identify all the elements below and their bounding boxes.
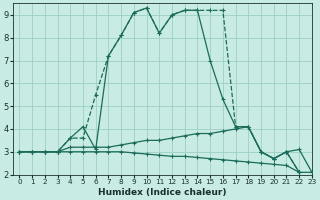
- X-axis label: Humidex (Indice chaleur): Humidex (Indice chaleur): [98, 188, 227, 197]
